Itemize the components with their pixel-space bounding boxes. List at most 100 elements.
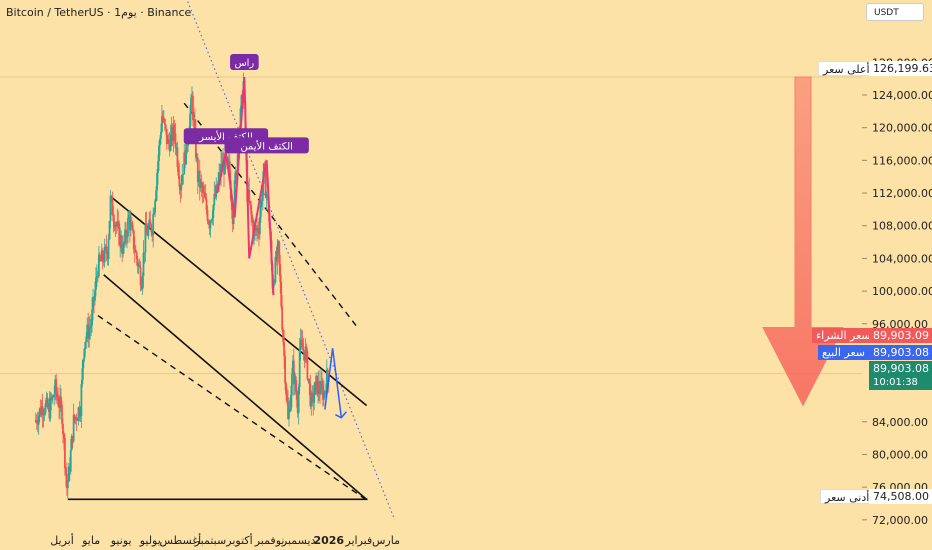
candle-down <box>248 189 251 201</box>
candle-up <box>54 379 57 395</box>
candle-down <box>130 222 133 226</box>
candle-up <box>126 236 128 238</box>
time-tick-label: مارس <box>372 534 400 547</box>
candle-down <box>322 386 324 400</box>
price-tick-label: 96,000.00 <box>872 318 928 331</box>
candle-down <box>249 200 252 206</box>
time-tick-label: سبتمبر <box>194 534 227 547</box>
candle-down <box>163 119 166 125</box>
candle-up <box>259 201 262 218</box>
price-tick-label: 72,000.00 <box>872 514 928 527</box>
sell-value: 89,903.08 <box>869 345 932 360</box>
candle-up <box>325 369 328 394</box>
candle-up <box>199 181 202 188</box>
candle-up <box>38 408 41 416</box>
price-tick-label: 84,000.00 <box>872 416 928 429</box>
currency-button[interactable]: USDT <box>866 3 924 21</box>
candle-up <box>108 221 111 240</box>
candle-down <box>295 391 298 400</box>
candle-down <box>57 397 60 406</box>
candle-up <box>260 200 263 202</box>
candle-down <box>302 350 305 352</box>
candle-down <box>301 343 304 351</box>
trendline-dotted <box>186 0 396 521</box>
price-tick-label: 108,000.00 <box>872 220 932 233</box>
candle-up <box>53 394 56 397</box>
candle-down <box>264 169 267 198</box>
symbol-header: Bitcoin / TetherUS · 1يوم · Binance <box>6 6 192 19</box>
candle-down <box>326 369 329 375</box>
candle-down <box>139 267 142 286</box>
candle-down <box>283 341 286 357</box>
candle-down <box>221 163 223 167</box>
candle-up <box>162 119 165 121</box>
candle-down <box>161 116 164 121</box>
candle-down <box>110 196 113 197</box>
candle-up <box>81 368 84 385</box>
candle-up <box>47 403 50 408</box>
candle-down <box>216 184 219 189</box>
candle-down <box>252 220 254 236</box>
candle-up <box>109 196 112 222</box>
candle-down <box>184 152 187 165</box>
candle-down <box>275 256 278 262</box>
candle-up <box>304 346 307 361</box>
candle-down <box>305 346 308 352</box>
time-tick-label: مايو <box>81 534 100 547</box>
ath-label: أعلى سعر <box>818 61 875 76</box>
candle-down <box>145 223 148 232</box>
candle-up <box>258 217 261 235</box>
time-tick-label: ديسمبر <box>281 534 316 547</box>
candle-up <box>155 190 157 201</box>
candle-down <box>71 436 74 442</box>
candle-down <box>48 403 51 419</box>
candle-down <box>111 196 114 216</box>
candle-up <box>233 180 236 210</box>
candle-down <box>73 414 76 420</box>
candle-up <box>195 157 198 159</box>
candle-up <box>76 420 79 421</box>
candle-down <box>64 468 67 474</box>
candle-down <box>55 379 58 393</box>
price-axis[interactable]: 128,000.00124,000.00120,000.00116,000.00… <box>862 56 932 527</box>
candle-down <box>321 381 323 387</box>
ath-value: 126,199.63 <box>869 61 932 76</box>
candle-down <box>98 254 101 260</box>
candle-up <box>67 466 70 482</box>
candle-up <box>79 415 82 417</box>
candle-down <box>115 224 118 226</box>
candle-up <box>77 407 80 421</box>
candle-down <box>36 423 39 425</box>
price-tick-label: 116,000.00 <box>872 154 932 167</box>
candle-down <box>228 161 231 181</box>
candle-up <box>310 395 313 407</box>
candle-down <box>164 124 167 130</box>
candle-up <box>261 183 264 201</box>
candle-up <box>91 309 93 326</box>
candle-down <box>196 157 199 183</box>
candle-up <box>128 215 130 218</box>
candle-up <box>183 152 186 175</box>
candle-down <box>171 127 174 142</box>
candle-down <box>255 228 257 231</box>
candle-up <box>297 387 300 414</box>
candle-up <box>37 415 40 425</box>
candle-up <box>103 246 106 263</box>
candle-down <box>56 392 59 398</box>
candle-up <box>182 174 185 176</box>
candle-up <box>144 223 147 253</box>
candle-up <box>218 172 221 181</box>
candle-down <box>294 376 297 392</box>
price-tick-label: 124,000.00 <box>872 89 932 102</box>
candle-up <box>51 396 54 401</box>
candle-down <box>135 251 138 260</box>
candle-down <box>319 391 321 395</box>
candle-up <box>143 252 146 253</box>
candle-down <box>285 383 287 395</box>
candle-down <box>205 199 208 211</box>
time-tick-label: 2026 <box>313 534 344 547</box>
price-tick-label: 104,000.00 <box>872 252 932 265</box>
candle-up <box>94 289 96 301</box>
